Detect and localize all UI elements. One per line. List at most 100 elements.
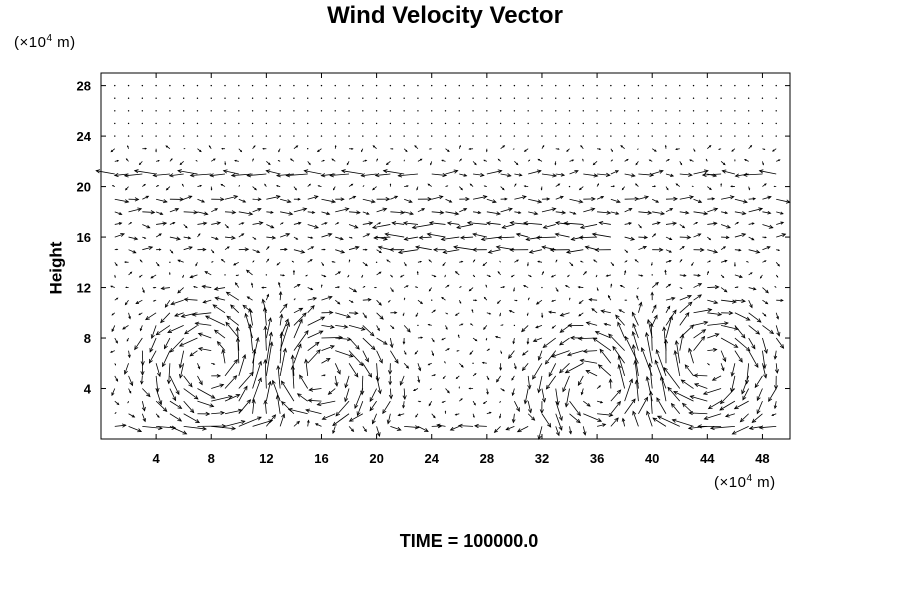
vector-head-683 xyxy=(441,296,444,300)
vector-head-566 xyxy=(387,370,393,375)
vector-head-959 xyxy=(566,352,572,357)
vector-309 xyxy=(264,400,267,414)
vector-head-1109 xyxy=(656,221,661,225)
vector-head-465 xyxy=(336,222,340,225)
vector-1176 xyxy=(672,419,694,427)
vector-head-1025 xyxy=(598,221,604,226)
vector-99 xyxy=(155,233,162,238)
vector-head-442 xyxy=(322,159,325,162)
vector-dot-753 xyxy=(472,110,474,112)
vector-373 xyxy=(293,307,303,314)
vector-head-468 xyxy=(332,188,335,191)
vector-head-858 xyxy=(533,211,539,216)
vector-70 xyxy=(142,246,153,251)
vector-head-173 xyxy=(198,380,203,386)
vector-head-624 xyxy=(420,336,424,339)
vector-head-337 xyxy=(281,413,286,419)
vector-head-1045 xyxy=(615,314,620,320)
y-tick-label-6: 28 xyxy=(77,79,91,94)
vector-head-253 xyxy=(257,416,262,421)
vector-head-373 xyxy=(302,312,307,318)
vector-head-517 xyxy=(361,276,363,279)
vector-head-544 xyxy=(373,286,376,289)
vector-827 xyxy=(498,236,515,239)
vector-204 xyxy=(195,322,212,326)
vector-head-1325 xyxy=(769,329,775,335)
vector-229 xyxy=(222,349,226,364)
vector-1218 xyxy=(707,249,718,253)
vector-head-1053 xyxy=(628,222,633,226)
vector-head-765 xyxy=(483,327,486,330)
vector-head-329 xyxy=(246,173,252,178)
vector-head-721 xyxy=(463,173,468,177)
vector-828 xyxy=(502,224,515,229)
vector-315 xyxy=(265,317,272,339)
vector-head-1289 xyxy=(731,430,737,435)
vector-287 xyxy=(245,313,253,339)
vector-412 xyxy=(286,173,308,176)
vector-head-947 xyxy=(566,149,569,152)
vector-head-1159 xyxy=(687,294,692,299)
vector-1212 xyxy=(707,322,729,326)
vector-933 xyxy=(560,312,570,317)
vector-head-636 xyxy=(416,188,419,191)
vector-1272 xyxy=(734,274,743,278)
vector-head-1070 xyxy=(624,335,629,341)
vector-1153 xyxy=(675,340,681,364)
vector-head-294 xyxy=(252,260,255,262)
vector-head-1103 xyxy=(650,291,654,296)
vector-687 xyxy=(427,233,446,238)
vector-head-1078 xyxy=(634,259,637,262)
vector-head-403 xyxy=(312,296,318,301)
vector-head-791 xyxy=(500,352,503,355)
vector-dot-839 xyxy=(513,84,516,87)
vector-head-521 xyxy=(368,221,374,226)
vector-1164 xyxy=(679,224,685,229)
vector-dot-879 xyxy=(541,286,543,289)
vector-715 xyxy=(441,236,460,240)
vector-head-1274 xyxy=(733,264,736,267)
vector-507 xyxy=(354,388,364,409)
vector-head-828 xyxy=(497,235,503,240)
vector-head-993 xyxy=(595,275,598,278)
vector-199 xyxy=(211,384,224,389)
vector-head-486 xyxy=(354,311,359,316)
vector-head-633 xyxy=(402,221,408,226)
vector-958 xyxy=(567,350,584,356)
vector-dot-51 xyxy=(127,135,130,137)
vector-head-481 xyxy=(344,383,349,389)
vector-head-435 xyxy=(323,248,326,251)
vector-981 xyxy=(597,413,613,416)
vector-head-441 xyxy=(303,169,309,174)
vector-head-207 xyxy=(202,299,207,304)
vector-head-293 xyxy=(245,269,250,274)
vector-dot-1172 xyxy=(679,122,681,125)
vector-head-461 xyxy=(337,271,342,275)
vector-1041 xyxy=(612,346,625,364)
vector-head-1072 xyxy=(632,322,637,328)
vector-head-648 xyxy=(429,388,432,391)
vector-head-50 xyxy=(125,158,128,161)
vector-dot-951 xyxy=(568,84,571,87)
vector-head-918 xyxy=(554,163,557,166)
vector-dot-642 xyxy=(417,97,419,99)
vector-head-1093 xyxy=(646,410,651,416)
vector-head-822 xyxy=(508,310,512,313)
vector-37 xyxy=(128,312,131,319)
vector-head-545 xyxy=(378,271,382,275)
vector-365 xyxy=(281,401,295,415)
vector-head-439 xyxy=(331,199,337,204)
vector-head-1046 xyxy=(618,309,622,313)
vector-head-925 xyxy=(568,430,573,435)
vector-head-827 xyxy=(495,245,501,250)
vector-head-843 xyxy=(527,408,533,414)
vector-1327 xyxy=(762,287,769,294)
vector-542 xyxy=(376,299,382,306)
vector-head-982 xyxy=(608,412,614,418)
vector-940 xyxy=(555,222,570,225)
vector-148 xyxy=(167,325,184,333)
vector-head-478 xyxy=(332,421,337,427)
vector-1123 xyxy=(654,360,667,389)
vector-head-964 xyxy=(577,285,581,289)
